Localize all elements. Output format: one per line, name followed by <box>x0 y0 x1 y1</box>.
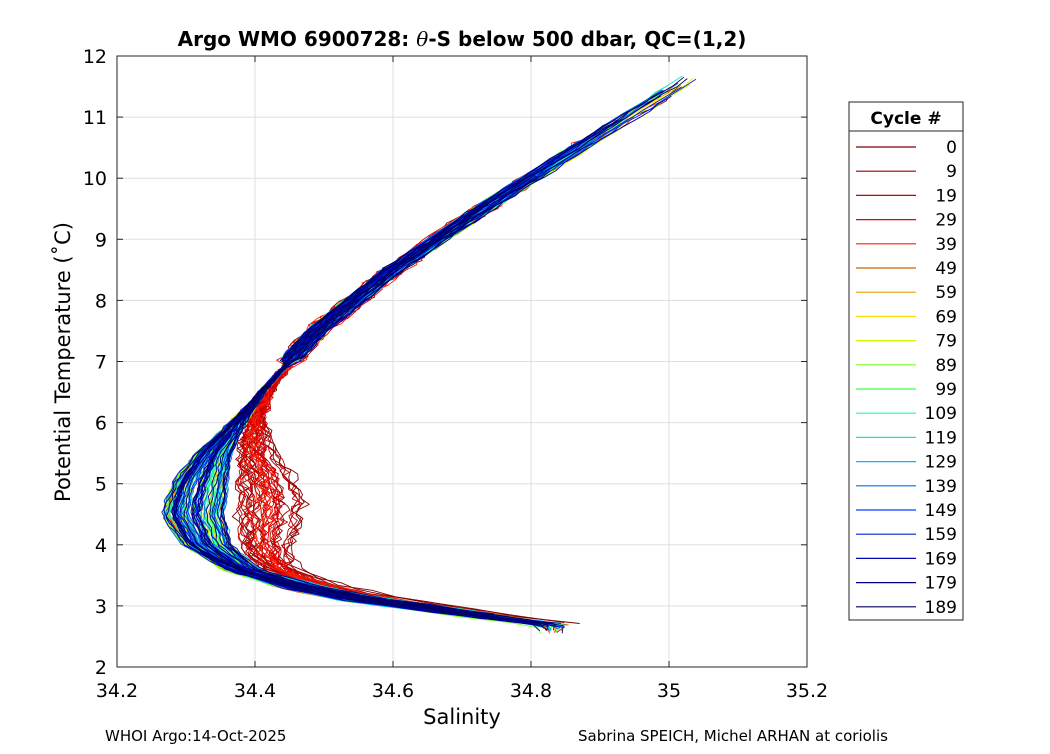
data-series <box>161 75 697 634</box>
profile-line <box>190 78 697 603</box>
x-tick-label: 34.2 <box>96 680 138 702</box>
legend-label: 79 <box>935 332 957 352</box>
legend-label: 19 <box>935 186 957 206</box>
x-tick-label: 34.4 <box>234 680 276 702</box>
legend-label: 189 <box>925 598 957 618</box>
y-tick-label: 12 <box>83 46 107 68</box>
footer-right: Sabrina SPEICH, Michel ARHAN at coriolis <box>578 727 888 745</box>
y-tick-label: 6 <box>95 413 107 435</box>
profile-line <box>219 258 555 631</box>
y-tick-label: 7 <box>95 352 107 374</box>
profile-line <box>240 264 456 609</box>
x-tick-label: 35 <box>657 680 681 702</box>
legend-label: 129 <box>925 453 957 473</box>
profile-line <box>191 78 688 621</box>
profile-line <box>205 175 556 625</box>
legend-label: 39 <box>935 235 957 255</box>
legend-label: 159 <box>925 525 957 545</box>
y-tick-label: 11 <box>83 107 107 129</box>
legend-label: 149 <box>925 501 957 521</box>
footer-left: WHOI Argo:14-Oct-2025 <box>105 727 286 745</box>
x-tick-label: 35.2 <box>786 680 828 702</box>
y-tick-label: 8 <box>95 290 107 312</box>
profile-line <box>245 101 660 620</box>
x-axis-label: Salinity <box>423 705 501 729</box>
legend-label: 139 <box>925 477 957 497</box>
legend-label: 29 <box>935 211 957 231</box>
y-tick-label: 5 <box>95 474 107 496</box>
legend-entries: 0 9 19 29 39 49 59 69 79 89 99 109 119 129 139 149 159 16… <box>856 138 957 618</box>
profile-line <box>173 170 564 634</box>
legend-label: 109 <box>925 404 957 424</box>
legend-label: 169 <box>925 549 957 569</box>
legend-title: Cycle # <box>870 109 941 129</box>
profile-line <box>191 176 544 614</box>
y-tick-label: 2 <box>95 657 107 679</box>
legend-label: 49 <box>935 259 957 279</box>
axis-ticks: 34.2 34.4 34.6 34.8 35 35.2 2 3 4 5 6 7 8 9 10 11 12 <box>83 46 828 702</box>
x-tick-label: 34.6 <box>372 680 414 702</box>
y-tick-label: 4 <box>95 535 107 557</box>
legend-label: 59 <box>935 283 957 303</box>
legend-label: 89 <box>935 356 957 376</box>
profile-line <box>220 76 685 624</box>
chart-title: Argo WMO 6900728: θ-S below 500 dbar, QC… <box>178 27 747 51</box>
legend-label: 119 <box>925 428 957 448</box>
y-tick-label: 10 <box>83 168 107 190</box>
legend-label: 9 <box>946 162 957 182</box>
legend-label: 179 <box>925 574 957 594</box>
legend-label: 99 <box>935 380 957 400</box>
y-tick-label: 9 <box>95 229 107 251</box>
profile-line <box>196 266 495 615</box>
x-tick-label: 34.8 <box>510 680 552 702</box>
profile-line <box>211 217 558 628</box>
y-axis-label: Potential Temperature (˚C) <box>51 222 75 502</box>
legend-label: 69 <box>935 307 957 327</box>
legend-label: 0 <box>946 138 957 158</box>
y-tick-label: 3 <box>95 596 107 618</box>
